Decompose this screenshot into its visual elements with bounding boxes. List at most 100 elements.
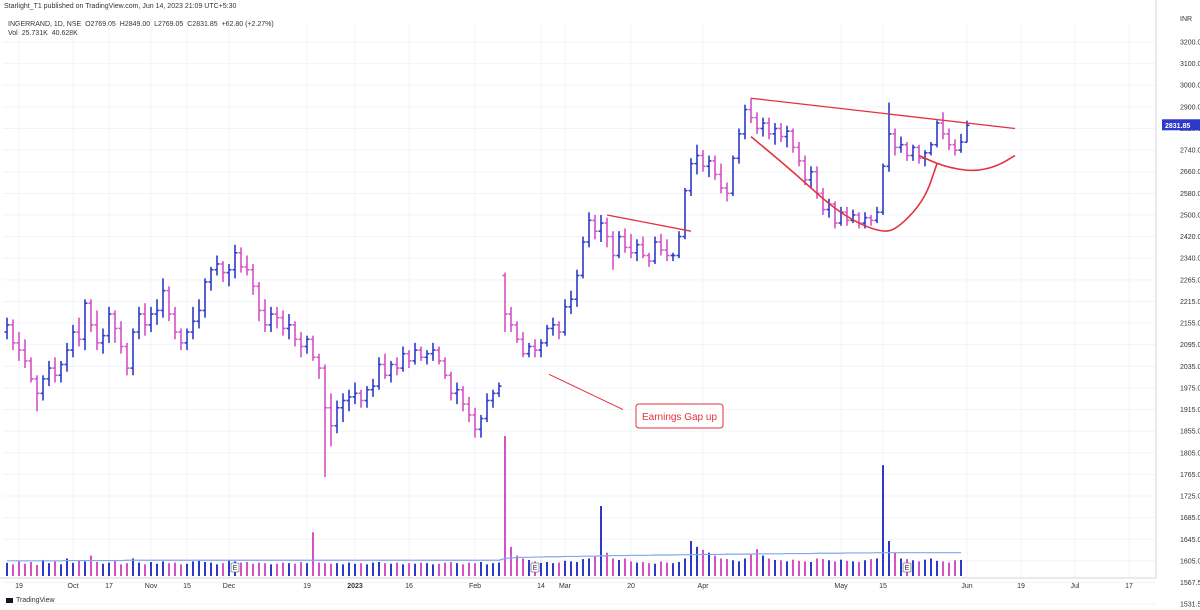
price-tick-label: 1915.00 [1180, 407, 1200, 414]
volume-bar [186, 563, 188, 576]
ohlc-bar [466, 396, 472, 423]
ohlc-bar [4, 317, 10, 340]
volume-bar [294, 563, 296, 576]
volume-bar [786, 561, 788, 576]
time-tick-label: 16 [405, 583, 413, 590]
volume-bar [306, 563, 308, 576]
volume-bar [204, 562, 206, 576]
ohlc-bar [322, 364, 328, 478]
price-tick-label: 1855.00 [1180, 429, 1200, 436]
volume-bar [624, 558, 626, 576]
volume-bar [960, 559, 962, 576]
volume-bar [918, 561, 920, 576]
tradingview-logo-icon [6, 597, 13, 603]
ohlc-bar [274, 306, 280, 329]
volume-bar [48, 563, 50, 576]
ohlc-bar [694, 144, 700, 175]
volume-bar [444, 562, 446, 576]
ohlc-bar [670, 252, 676, 262]
volume-bar [162, 561, 164, 576]
volume-bar [504, 436, 506, 576]
volume-bar [402, 564, 404, 576]
time-tick-label: 2023 [347, 583, 363, 590]
ohlc-bar [880, 163, 886, 215]
volume-bar [900, 558, 902, 576]
volume-bar [354, 563, 356, 576]
volume-bar [150, 562, 152, 576]
volume-bar [846, 560, 848, 576]
volume-bar [690, 541, 692, 576]
ohlc-bar [472, 407, 478, 438]
ohlc-bar [28, 357, 34, 383]
annotations: E E E Earnings Gap up [230, 97, 1016, 573]
ohlc-bar [46, 360, 52, 387]
ohlc-bar [688, 158, 694, 197]
volume-bar [222, 563, 224, 576]
ohlc-bar [646, 252, 652, 267]
volume-bar [606, 552, 608, 576]
volume-bar [396, 562, 398, 576]
volume-bar [756, 549, 758, 576]
ohlc-bar [418, 346, 424, 361]
volume-bar [744, 558, 746, 576]
ohlc-bar [412, 342, 418, 365]
ohlc-bar [202, 278, 208, 318]
ohlc-bar [334, 400, 340, 434]
price-axis[interactable]: 3200.003100.003000.002900.002820.002740.… [1155, 0, 1200, 609]
time-axis[interactable]: 19 Oct 17 Nov 15 Dec 19 2023 16 Feb 14 Mar 20 Apr May 1… [0, 577, 1156, 590]
legend-open: O2769.05 [85, 21, 116, 28]
ohlc-bar [94, 310, 100, 351]
volume-bar [486, 564, 488, 576]
time-tick-label: 17 [105, 583, 113, 590]
footer-brand[interactable]: TradingView [6, 597, 55, 604]
price-bars [4, 98, 970, 478]
volume-bar [90, 555, 92, 576]
ohlc-bar [172, 306, 178, 340]
ohlc-bar [838, 206, 844, 226]
volume-bar [264, 563, 266, 576]
volume-bar [324, 563, 326, 576]
volume-bar [582, 559, 584, 576]
ohlc-bar [340, 393, 346, 423]
ohlc-bar [184, 328, 190, 351]
legend-vol-ma: 40.628K [51, 30, 78, 37]
volume-bar [66, 558, 68, 576]
volume-bar [546, 562, 548, 576]
ohlc-bar [898, 136, 904, 153]
time-tick-label: 19 [1017, 583, 1025, 590]
ohlc-bar [928, 141, 934, 156]
price-tick-label: 1725.00 [1180, 494, 1200, 501]
ohlc-bar [934, 120, 940, 148]
price-tick-label: 2500.00 [1180, 212, 1200, 219]
ohlc-bar [658, 233, 664, 256]
legend-ohlc-row: INGERRAND, 1D, NSE O2769.05 H2849.00 L27… [8, 20, 276, 29]
volume-bar [42, 559, 44, 576]
volume-bar [300, 562, 302, 576]
ohlc-bar [406, 350, 412, 369]
ohlc-bar [382, 353, 388, 379]
ohlc-bar [784, 125, 790, 148]
price-tick-label: 1567.50 [1180, 580, 1200, 587]
volume-bar [774, 559, 776, 576]
ohlc-bar [940, 112, 946, 140]
volume-bar [360, 563, 362, 576]
time-tick-label: 17 [1125, 583, 1133, 590]
volume-bar [84, 561, 86, 576]
ohlc-bar [280, 310, 286, 336]
ohlc-bar [586, 212, 592, 248]
earnings-marker-box [530, 562, 540, 573]
ohlc-bar [298, 332, 304, 358]
ohlc-bar [904, 141, 910, 161]
legend-symbol[interactable]: INGERRAND, 1D, NSE [8, 21, 82, 28]
ohlc-bar [676, 231, 682, 259]
volume-bar [840, 559, 842, 576]
volume-bar [870, 559, 872, 576]
volume-bar [696, 546, 698, 576]
ohlc-bar [736, 128, 742, 164]
ohlc-bar [238, 247, 244, 273]
cup-curve [750, 135, 938, 232]
volume-bars [6, 436, 962, 576]
volume-bar [276, 563, 278, 576]
ohlc-bar [358, 389, 364, 408]
